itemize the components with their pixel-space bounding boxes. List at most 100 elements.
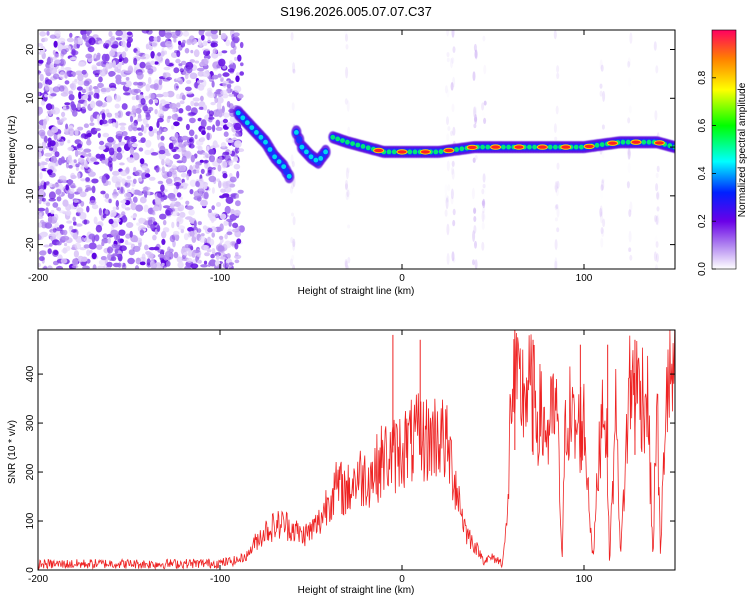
noise-blob: [38, 82, 43, 89]
noise-blob: [91, 252, 97, 260]
stripe-dot: [450, 57, 453, 69]
noise-blob: [138, 132, 143, 137]
noise-blob: [69, 32, 73, 38]
noise-blob: [124, 80, 132, 88]
noise-blob: [220, 238, 224, 243]
noise-blob: [175, 58, 181, 64]
noise-blob: [189, 179, 197, 187]
track-bright: [345, 139, 350, 145]
noise-blob: [170, 52, 178, 58]
noise-blob: [107, 136, 114, 143]
noise-blob: [140, 124, 144, 132]
stripe-dot: [474, 49, 478, 60]
noise-blob: [218, 58, 226, 67]
noise-blob: [224, 205, 231, 214]
noise-blob: [82, 33, 87, 40]
noise-blob: [48, 191, 56, 200]
noise-blob: [132, 108, 137, 114]
noise-blob: [83, 80, 90, 87]
noise-blob: [96, 62, 102, 67]
noise-blob: [160, 196, 165, 202]
stripe-dot: [601, 179, 605, 191]
noise-blob: [179, 164, 187, 172]
noise-blob: [210, 30, 218, 35]
noise-blob: [130, 215, 137, 219]
noise-blob: [56, 196, 62, 202]
noise-blob: [173, 37, 177, 43]
noise-blob: [144, 244, 149, 251]
noise-blob: [72, 232, 78, 240]
noise-blob: [77, 255, 84, 263]
noise-blob: [148, 126, 153, 132]
noise-blob: [219, 223, 224, 232]
noise-blob: [115, 200, 120, 207]
track-bright: [335, 136, 341, 142]
stripe-dot: [471, 187, 475, 200]
noise-blob: [194, 134, 198, 140]
track-peak: [536, 144, 548, 150]
stripe-dot: [291, 182, 295, 190]
track-peak: [513, 144, 525, 150]
noise-blob: [93, 161, 100, 165]
noise-blob: [49, 62, 55, 68]
noise-blob: [103, 66, 108, 72]
noise-blob: [78, 91, 82, 100]
stripe-dot: [599, 59, 603, 70]
noise-blob: [74, 149, 79, 157]
noise-blob: [82, 265, 90, 269]
stripe-dot: [446, 30, 450, 37]
noise-blob: [81, 69, 87, 75]
stripe-dot: [653, 251, 657, 262]
noise-blob: [74, 242, 82, 250]
noise-blob: [38, 222, 42, 228]
noise-blob: [144, 95, 149, 100]
noise-blob: [101, 112, 106, 121]
noise-blob: [64, 80, 70, 85]
spectrogram-ylabel: Frequency (Hz): [7, 116, 18, 185]
noise-blob: [38, 124, 44, 130]
noise-blob: [226, 231, 233, 236]
noise-blob: [121, 131, 128, 137]
stripe-dot: [483, 117, 487, 124]
noise-blob: [88, 91, 94, 96]
noise-blob: [173, 251, 179, 259]
noise-blob: [178, 142, 183, 148]
noise-blob: [174, 132, 179, 140]
noise-blob: [85, 187, 93, 191]
track-bright: [573, 144, 579, 150]
noise-blob: [61, 235, 70, 241]
noise-blob: [170, 210, 179, 217]
noise-blob: [186, 38, 193, 46]
stripe-dot: [451, 168, 455, 180]
noise-blob: [203, 260, 208, 265]
noise-blob: [130, 202, 137, 211]
noise-blob: [143, 109, 152, 114]
noise-blob: [204, 252, 210, 257]
noise-blob: [163, 128, 167, 132]
noise-blob: [173, 230, 180, 236]
noise-blob: [105, 174, 110, 180]
noise-blob: [76, 86, 83, 91]
noise-blob: [165, 158, 171, 164]
track-bright: [304, 149, 309, 155]
noise-blob: [128, 249, 135, 256]
colorbar: 0.0 0.2 0.4 0.6 0.8 Normalized spectral ampl…: [697, 29, 748, 276]
stripe-dot: [481, 102, 485, 111]
stripe-dot: [600, 237, 604, 248]
noise-blob: [38, 59, 44, 64]
stripe-dot: [656, 191, 660, 201]
stripe-dot: [599, 207, 603, 218]
noise-blob: [90, 157, 97, 162]
noise-blob: [208, 259, 217, 267]
stripe-dot: [601, 124, 605, 130]
noise-blob: [239, 41, 244, 49]
noise-blob: [87, 171, 96, 177]
noise-blob: [66, 105, 70, 110]
noise-blob: [41, 141, 47, 149]
noise-blob: [148, 40, 152, 46]
noise-blob: [69, 83, 75, 89]
noise-blob: [47, 169, 53, 174]
noise-blob: [44, 83, 51, 91]
stripe-dot: [446, 89, 450, 98]
noise-blob: [197, 145, 203, 152]
